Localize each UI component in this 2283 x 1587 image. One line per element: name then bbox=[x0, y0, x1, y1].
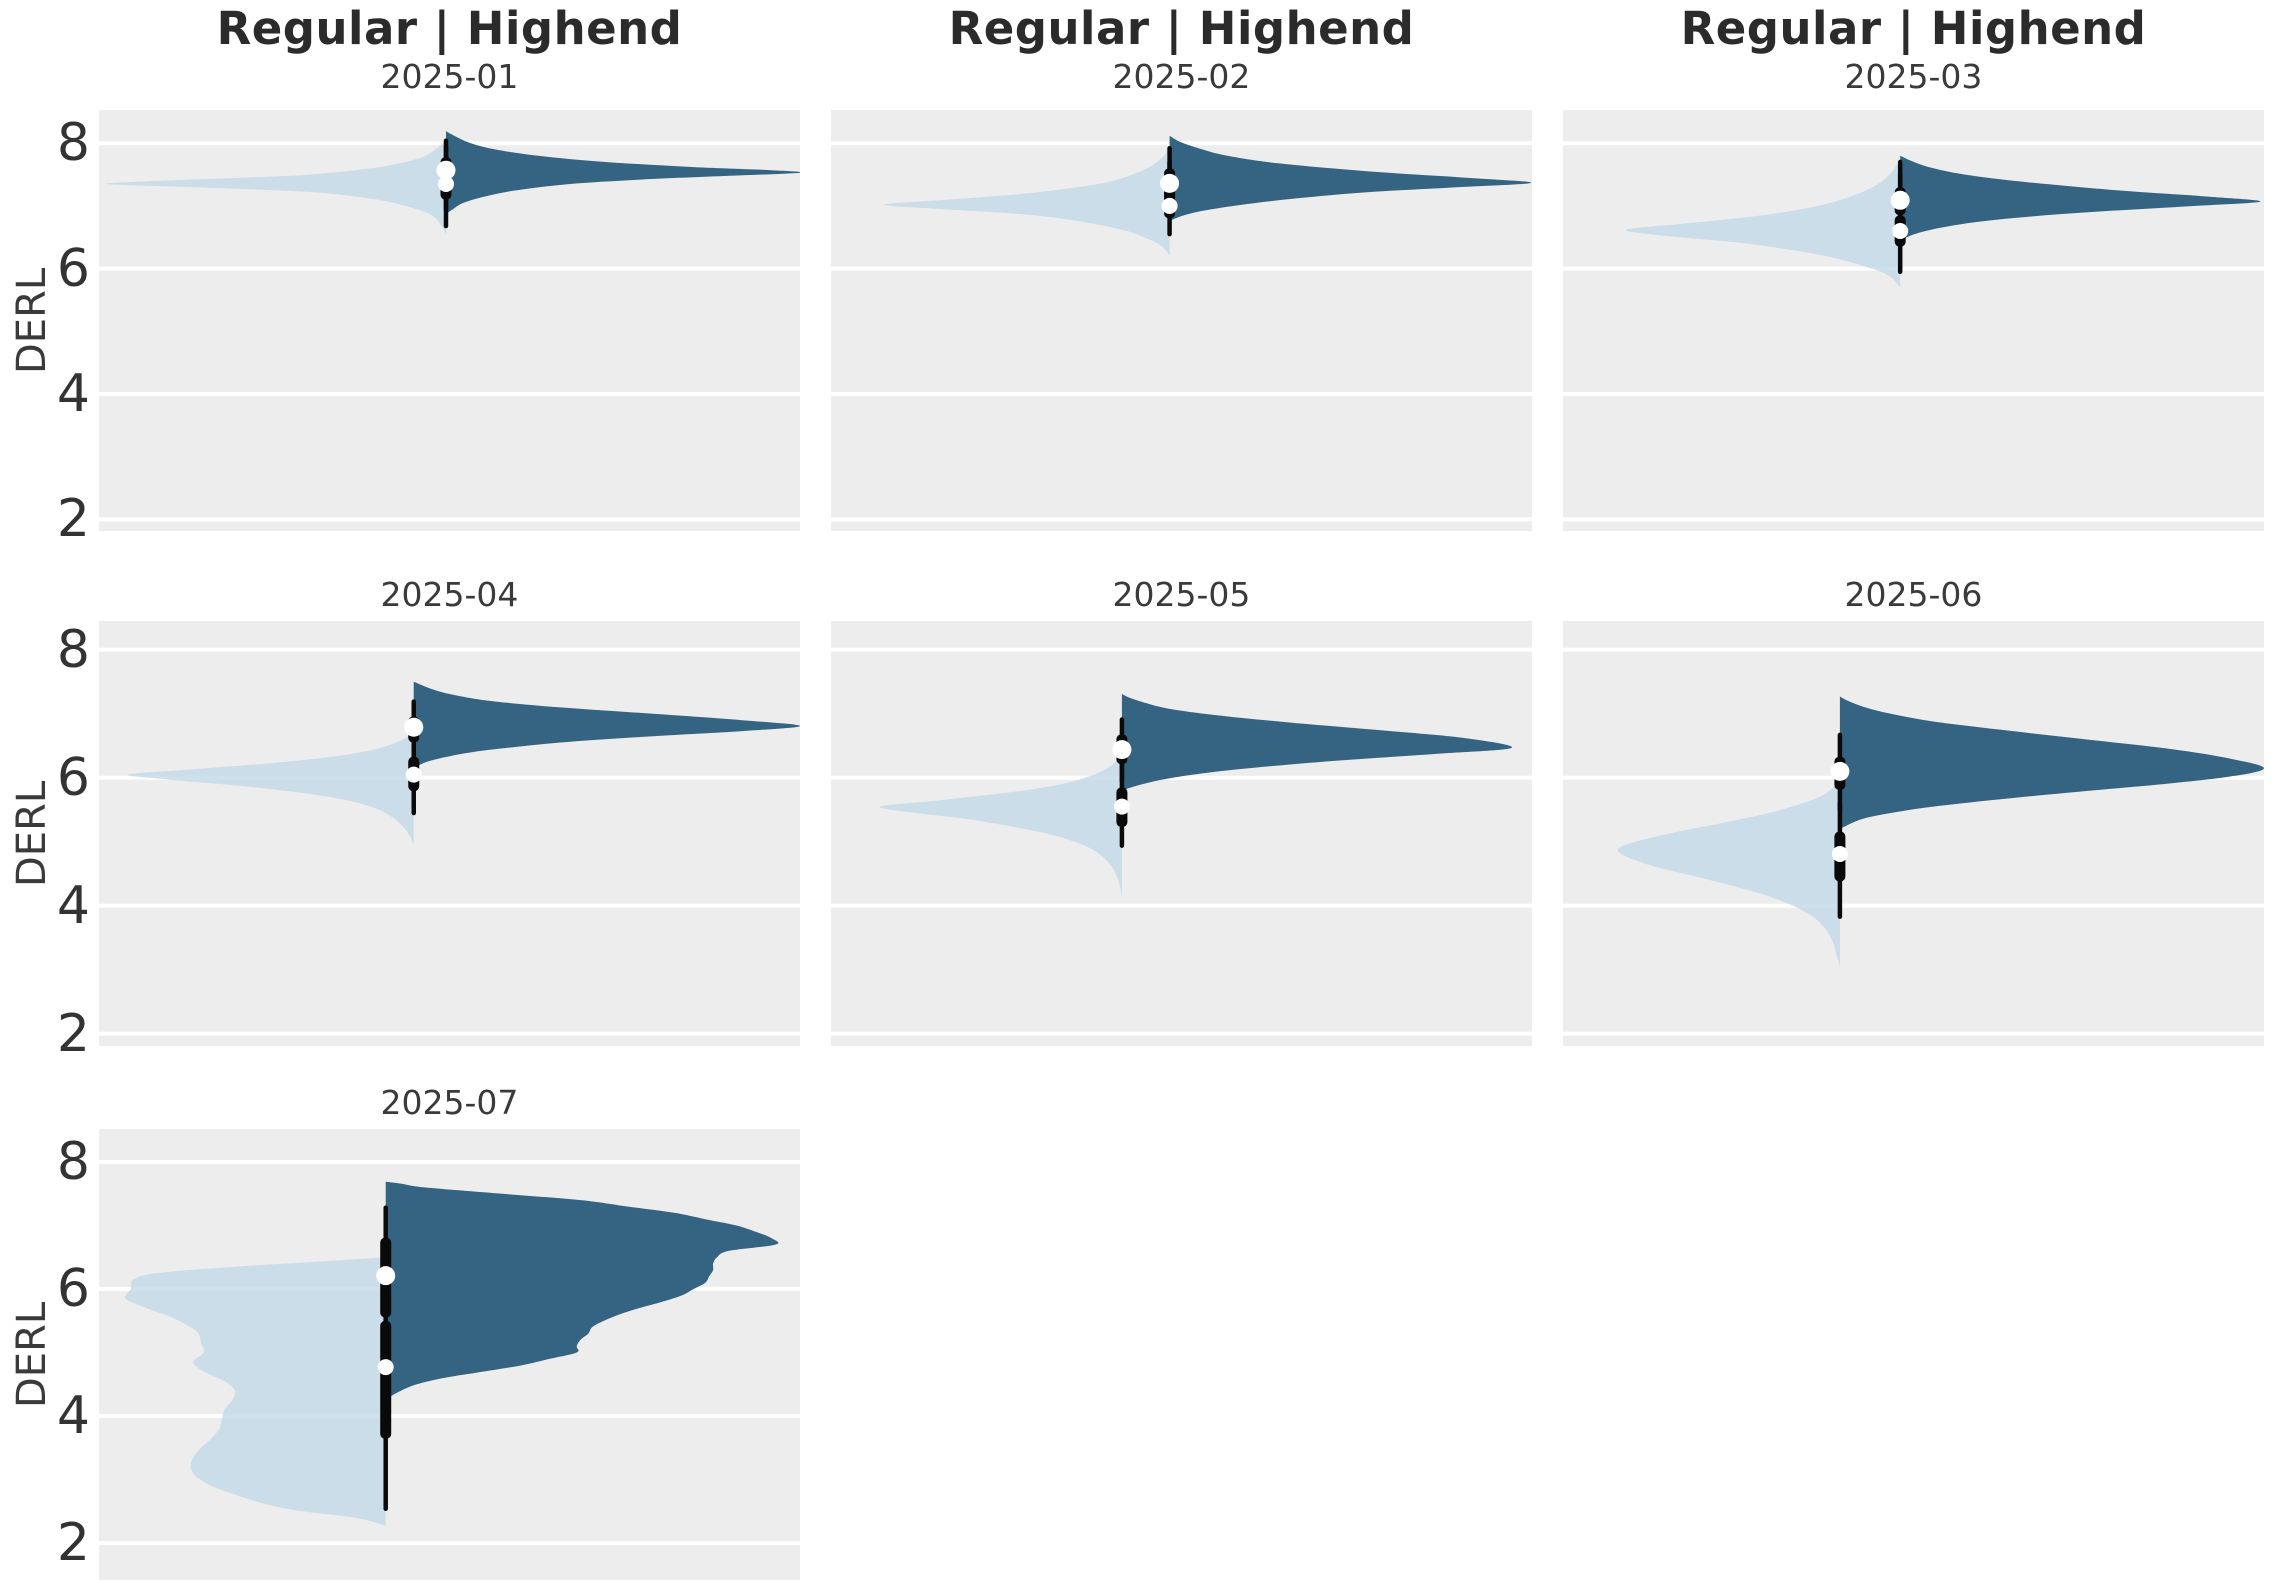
facet-title: Regular | Highend bbox=[216, 2, 683, 55]
highend-median-dot bbox=[376, 1266, 396, 1286]
highend-median-dot bbox=[1160, 173, 1180, 193]
regular-median-dot bbox=[405, 766, 422, 783]
highend-median-dot bbox=[1112, 740, 1132, 760]
highend-violin-shape bbox=[385, 1181, 779, 1401]
facet-subtitle: 2025-07 bbox=[380, 1083, 519, 1122]
highend-violin-shape bbox=[1900, 155, 2261, 241]
facet-subtitle: 2025-06 bbox=[1844, 575, 1983, 614]
y-tick-label: 8 bbox=[56, 1132, 90, 1193]
highend-violin-shape bbox=[413, 681, 800, 769]
facet-title: Regular | Highend bbox=[1680, 2, 2147, 55]
panel-background bbox=[831, 621, 1532, 1046]
regular-violin-shape bbox=[127, 731, 414, 845]
violin-panel-2025-02 bbox=[831, 110, 1532, 531]
y-axis-label: DERL bbox=[9, 780, 55, 887]
y-tick-label: 6 bbox=[56, 238, 90, 299]
regular-median-dot bbox=[437, 175, 454, 192]
y-tick-label: 8 bbox=[56, 113, 90, 174]
regular-violin-shape bbox=[124, 1257, 386, 1527]
y-tick-label: 6 bbox=[56, 1259, 90, 1320]
regular-median-dot bbox=[1113, 798, 1130, 815]
facet-subtitle: 2025-05 bbox=[1112, 575, 1251, 614]
y-tick-label: 6 bbox=[56, 747, 90, 808]
violin-panel-2025-03 bbox=[1563, 110, 2264, 531]
regular-violin-shape bbox=[884, 146, 1170, 257]
regular-median-dot bbox=[377, 1359, 394, 1376]
violin-panel-2025-07 bbox=[99, 1129, 800, 1580]
panel-background bbox=[99, 621, 800, 1046]
regular-median-dot bbox=[1892, 223, 1909, 240]
y-axis-label: DERL bbox=[9, 267, 55, 374]
y-tick-label: 4 bbox=[56, 1386, 90, 1447]
y-tick-label: 2 bbox=[56, 1513, 90, 1574]
highend-median-dot bbox=[1830, 761, 1850, 781]
facet-subtitle: 2025-03 bbox=[1844, 57, 1983, 96]
y-tick-label: 4 bbox=[56, 364, 90, 425]
highend-violin-shape bbox=[1121, 694, 1513, 791]
regular-median-dot bbox=[1831, 845, 1848, 862]
panel-background bbox=[1563, 621, 2264, 1046]
y-tick-label: 2 bbox=[56, 1003, 90, 1064]
y-axis-label: DERL bbox=[9, 1301, 55, 1408]
regular-median-dot bbox=[1161, 197, 1178, 214]
regular-box bbox=[380, 1320, 392, 1439]
y-tick-label: 4 bbox=[56, 875, 90, 936]
highend-median-dot bbox=[436, 160, 456, 180]
regular-violin-shape bbox=[879, 754, 1122, 896]
highend-violin-shape bbox=[1169, 135, 1532, 221]
facet-subtitle: 2025-02 bbox=[1112, 57, 1251, 96]
violin-panel-2025-05 bbox=[831, 621, 1532, 1046]
violin-panel-2025-04 bbox=[99, 621, 800, 1046]
y-tick-label: 8 bbox=[56, 619, 90, 680]
y-tick-label: 2 bbox=[56, 489, 90, 550]
highend-median-dot bbox=[1890, 190, 1910, 210]
highend-violin-shape bbox=[446, 131, 800, 215]
regular-violin-shape bbox=[1625, 158, 1901, 288]
regular-violin-shape bbox=[105, 140, 446, 235]
regular-violin-shape bbox=[1617, 781, 1840, 967]
facet-subtitle: 2025-04 bbox=[380, 575, 519, 614]
highend-violin-shape bbox=[1839, 696, 2264, 829]
facet-subtitle: 2025-01 bbox=[380, 57, 519, 96]
highend-median-dot bbox=[404, 717, 424, 737]
facet-title: Regular | Highend bbox=[948, 2, 1415, 55]
violin-panel-2025-01 bbox=[99, 110, 800, 531]
violin-panel-2025-06 bbox=[1563, 621, 2264, 1046]
